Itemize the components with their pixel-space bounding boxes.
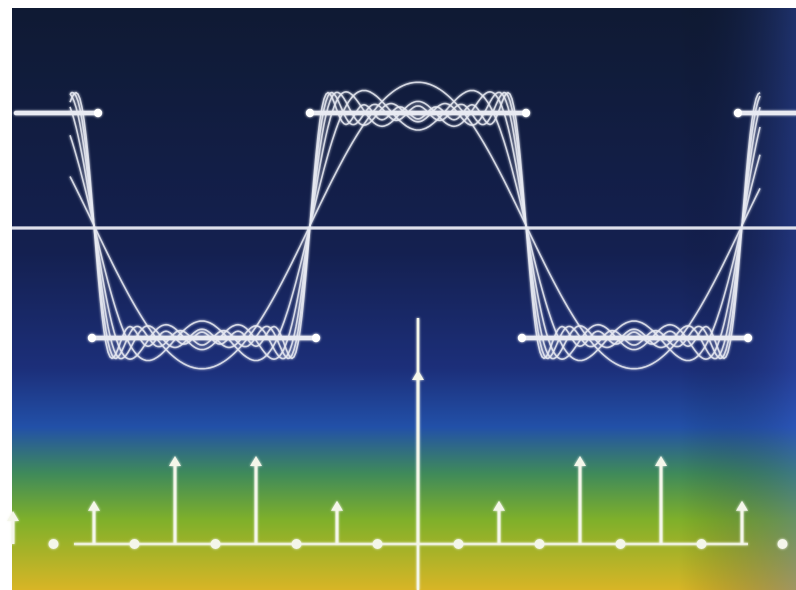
spectrum-zero-dot-9: [777, 539, 788, 549]
spectrum-zero-dot-5: [615, 539, 626, 549]
plateau-high-center-end-dot-0: [305, 108, 315, 118]
spectrum-zero-dot--7: [129, 539, 140, 549]
spectrum-zero-dot--1: [372, 539, 383, 549]
spectrum-arrowhead-0: [412, 370, 424, 380]
fourier-partial-sum-3: [69, 89, 761, 362]
spectrum-arrowhead--2: [331, 500, 343, 511]
background-shade: [12, 8, 796, 590]
plateau-low-left-end-dot-0: [87, 333, 97, 343]
spectrum-zero-dot--9: [48, 539, 59, 549]
spectrum-arrowhead-2: [493, 500, 505, 511]
spectrum-zero-dot-7: [696, 539, 707, 549]
spectrum-arrowhead--6: [169, 456, 181, 466]
plateau-high-right-end-dot-0: [733, 108, 743, 118]
spectrum-zero-dot--5: [210, 539, 221, 549]
fourier-partial-sum-7: [69, 91, 761, 360]
spectrum-layer: [7, 318, 788, 590]
spectrum-zero-dot-1: [453, 539, 464, 549]
plateau-low-right-end-dot-0: [517, 333, 527, 343]
spectrum-zero-dot-3: [534, 539, 545, 549]
square-wave-layer: [13, 81, 796, 370]
plateau-low-left-end-dot-1: [311, 333, 321, 343]
spectrum-zero-dot--3: [291, 539, 302, 549]
spectrum-arrowhead--10: [7, 511, 19, 522]
spectrum-arrowhead-6: [655, 456, 667, 466]
spectrum-arrowhead-8: [736, 500, 748, 511]
spectrum-arrowhead-4: [574, 456, 586, 466]
spectrum-arrowhead--4: [250, 456, 262, 466]
fourier-partial-sum-1: [69, 81, 761, 370]
plateau-low-right-end-dot-1: [743, 333, 753, 343]
spectrum-arrowhead--8: [88, 500, 100, 511]
plateau-high-center-end-dot-1: [521, 108, 531, 118]
plateau-high-left-end-dot-1: [93, 108, 103, 118]
